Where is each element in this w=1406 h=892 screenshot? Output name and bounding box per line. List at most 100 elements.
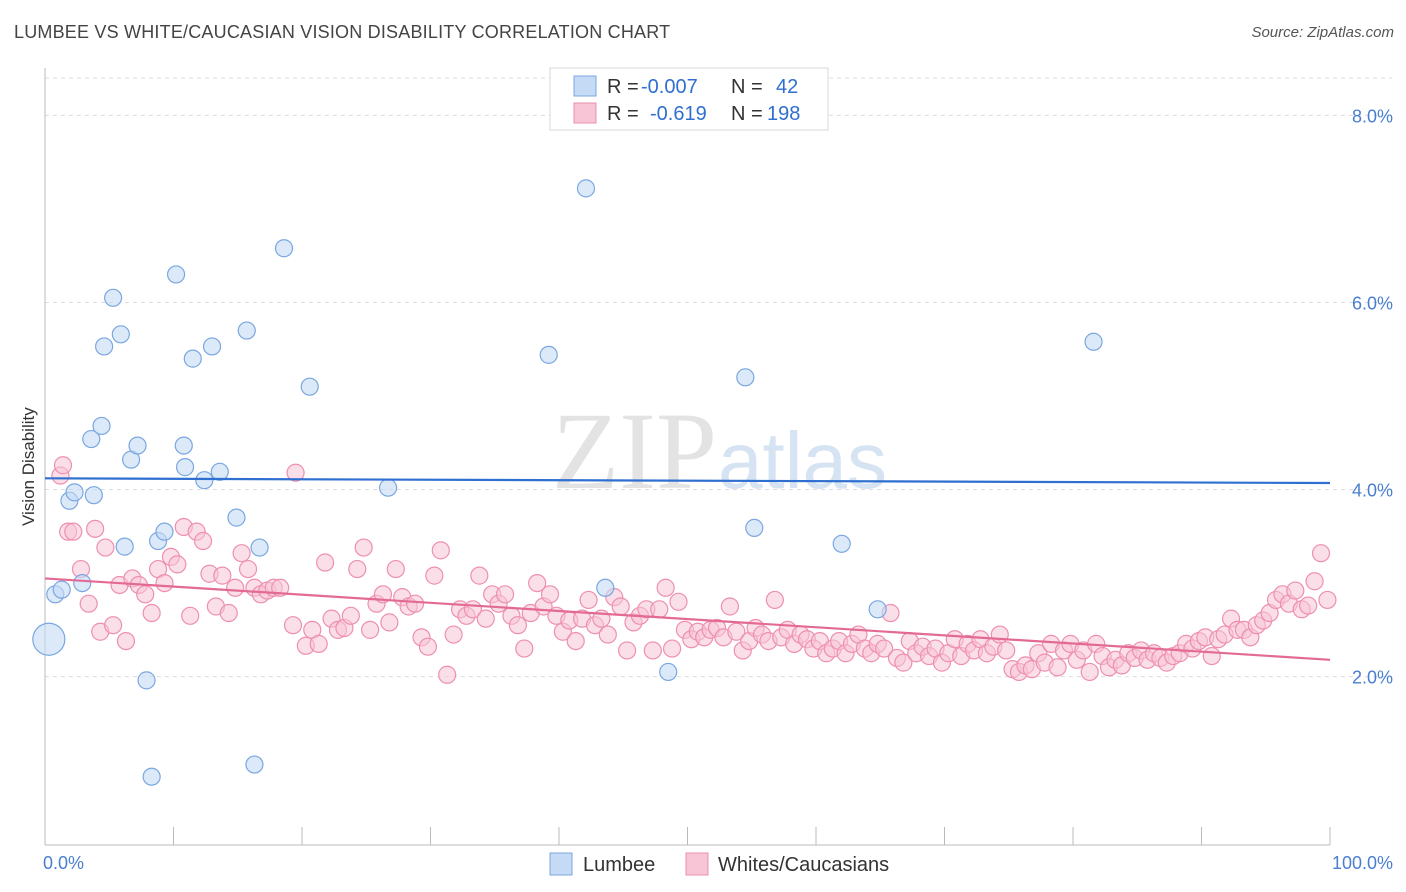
bottom-legend-swatch-whites (685, 852, 709, 876)
whites-point (309, 634, 328, 653)
lumbee-point (659, 662, 678, 682)
whites-point (219, 603, 238, 623)
lumbee-point (832, 534, 851, 553)
lumbee-point (32, 622, 66, 656)
whites-point (116, 631, 136, 651)
whites-point (96, 538, 115, 557)
lumbee-point (73, 573, 92, 593)
legend-swatch-whites (573, 102, 597, 124)
bottom-legend-label-lumbee: Lumbee (583, 854, 655, 876)
y-tick-label: 2.0% (1352, 668, 1393, 688)
whites-point (104, 616, 123, 635)
legend-n-value-lumbee: 42 (776, 76, 798, 98)
legend-n-value-whites: 198 (767, 103, 800, 125)
legend-swatch-lumbee (573, 75, 597, 97)
whites-point (361, 620, 380, 639)
lumbee-point (137, 671, 156, 690)
lumbee-point (227, 508, 246, 527)
y-tick-label: 4.0% (1352, 481, 1393, 501)
whites-point (990, 625, 1009, 644)
whites-point (86, 519, 105, 538)
whites-point (142, 603, 161, 623)
whites-point (894, 653, 913, 672)
bottom-legend-swatch-lumbee (549, 852, 573, 876)
whites-point (1299, 596, 1318, 615)
whites-point (515, 639, 534, 658)
whites-point (53, 456, 73, 475)
lumbee-point (300, 377, 319, 396)
whites-point (508, 616, 527, 635)
whites-point (341, 606, 360, 625)
lumbee-point (237, 321, 256, 340)
whites-point (470, 566, 489, 585)
lumbee-point (84, 486, 103, 505)
whites-point (226, 578, 245, 597)
whites-point (136, 585, 155, 604)
whites-point (283, 616, 303, 635)
lumbee-point (868, 600, 887, 619)
whites-point (444, 625, 463, 644)
lumbee-point (166, 265, 186, 284)
whites-point (386, 559, 405, 579)
y-axis-label: Vision Disability (19, 407, 38, 526)
lumbee-point (202, 337, 222, 356)
whites-point (662, 639, 682, 658)
whites-point (425, 566, 444, 585)
axes (44, 68, 1331, 846)
whites-point (540, 585, 560, 604)
lumbee-point (736, 368, 755, 387)
lumbee-point (245, 755, 264, 774)
whites-point (1048, 658, 1067, 677)
lumbee-point (92, 416, 111, 436)
legend-n-label-whites: N = (731, 103, 763, 125)
bottom-legend-label-whites: Whites/Caucasians (718, 854, 889, 876)
whites-point (418, 637, 438, 656)
lumbee-point (576, 179, 596, 198)
whites-point (566, 631, 585, 651)
whites-point (155, 573, 174, 593)
whites-point (765, 590, 784, 610)
whites-point (1080, 662, 1099, 682)
whites-point (997, 641, 1016, 660)
lumbee-point (745, 518, 764, 538)
trend-lines (44, 477, 1331, 661)
whites-point (598, 625, 617, 644)
lumbee-point (175, 458, 195, 477)
lumbee-point (250, 538, 269, 557)
whites-point (193, 531, 213, 551)
chart-title: LUMBEE VS WHITE/CAUCASIAN VISION DISABIL… (14, 22, 671, 42)
y-tick-labels: 2.0% 4.0% 6.0% 8.0% (1352, 106, 1393, 687)
whites-point (650, 600, 669, 619)
whites-point (431, 541, 450, 560)
whites-point (528, 573, 547, 593)
lumbee-point (539, 345, 558, 364)
legend-n-label-lumbee: N = (731, 76, 763, 98)
whites-point (438, 665, 457, 684)
whites-point (579, 590, 598, 610)
whites-point (720, 597, 740, 616)
legend-r-value-whites: -0.619 (650, 103, 707, 125)
lumbee-point (195, 471, 214, 490)
whites-point (238, 559, 258, 579)
whites-point (1202, 646, 1221, 666)
whites-point (354, 538, 373, 557)
x-tick-label: 0.0% (43, 853, 84, 873)
whites-point (79, 594, 98, 613)
bottom-legend: Lumbee Whites/Caucasians (549, 852, 889, 876)
lumbee-point (111, 325, 130, 344)
legend-r-label-lumbee: R = (607, 76, 639, 98)
lumbee-point (174, 436, 193, 455)
lumbee-point (183, 349, 202, 368)
x-tick-label: 100.0% (1332, 853, 1393, 873)
lumbee-point (82, 429, 101, 449)
lumbee-point (65, 483, 84, 502)
legend-r-label-whites: R = (607, 103, 639, 125)
x-tick-labels: 0.0% 100.0% (43, 853, 1393, 873)
whites-point (232, 544, 251, 563)
lumbee-point (596, 578, 615, 597)
whites-point (64, 522, 83, 541)
lumbee-point (1084, 332, 1103, 351)
lumbee-point (52, 580, 71, 599)
whites-point (286, 463, 305, 482)
